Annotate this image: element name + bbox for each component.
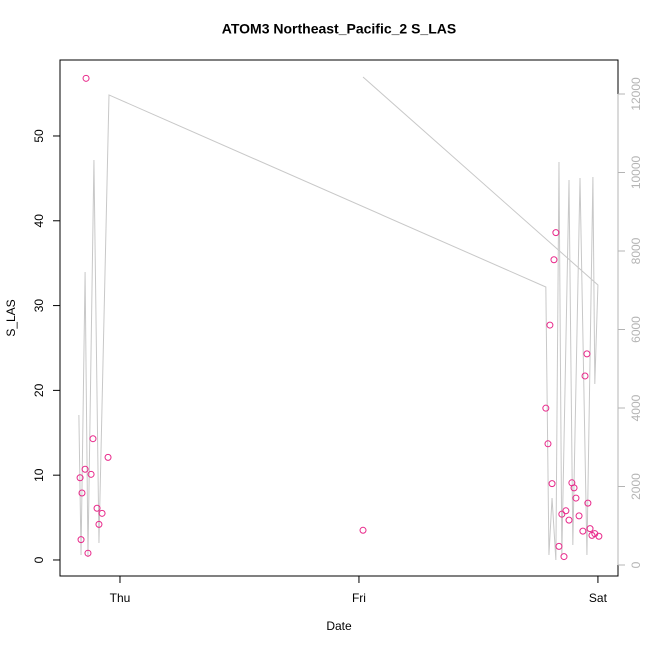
point <box>77 536 85 544</box>
point <box>565 516 573 524</box>
point <box>87 470 95 478</box>
y-tick-label: 20 <box>32 383 46 397</box>
point <box>359 526 367 534</box>
point <box>548 480 556 488</box>
point <box>546 321 554 329</box>
point <box>579 527 587 535</box>
point <box>586 525 594 533</box>
point <box>93 504 101 512</box>
y-tick-label: 50 <box>32 129 46 143</box>
y-tick-label: 0 <box>32 556 46 563</box>
point <box>562 507 570 515</box>
chart-title: ATOM3 Northeast_Pacific_2 S_LAS <box>222 21 456 37</box>
y2-tick-label: 0 <box>629 561 643 568</box>
y2-tick-label: 2000 <box>629 473 643 500</box>
point <box>95 520 103 528</box>
x-tick-label: Thu <box>110 591 131 605</box>
point <box>575 512 583 520</box>
point <box>542 404 550 412</box>
line <box>78 76 599 561</box>
y2-tick-label: 12000 <box>629 77 643 111</box>
point <box>78 489 86 497</box>
point <box>570 484 578 492</box>
point <box>583 350 591 358</box>
point <box>550 256 558 264</box>
point <box>82 74 90 82</box>
point <box>581 372 589 380</box>
y2-tick-label: 8000 <box>629 237 643 264</box>
y-tick-label: 40 <box>32 214 46 228</box>
y-tick-label: 30 <box>32 299 46 313</box>
point <box>560 553 568 561</box>
plot-box <box>59 59 619 577</box>
y-axis-label: S_LAS <box>4 299 18 336</box>
point <box>544 440 552 448</box>
y2-tick-label: 6000 <box>629 316 643 343</box>
point <box>552 229 560 237</box>
x-axis-label: Date <box>326 619 352 633</box>
y2-tick-label: 4000 <box>629 394 643 421</box>
y-tick-label: 10 <box>32 468 46 482</box>
y2-tick-label: 10000 <box>629 155 643 189</box>
point <box>555 542 563 550</box>
point <box>104 453 112 461</box>
point <box>572 494 580 502</box>
point <box>558 510 566 518</box>
point <box>84 549 92 557</box>
point <box>89 435 97 443</box>
x-tick-label: Fri <box>352 591 366 605</box>
point <box>98 509 106 517</box>
point <box>81 465 89 473</box>
point <box>76 474 84 482</box>
point <box>595 532 603 540</box>
point <box>584 499 592 507</box>
x-tick-label: Sat <box>589 591 608 605</box>
